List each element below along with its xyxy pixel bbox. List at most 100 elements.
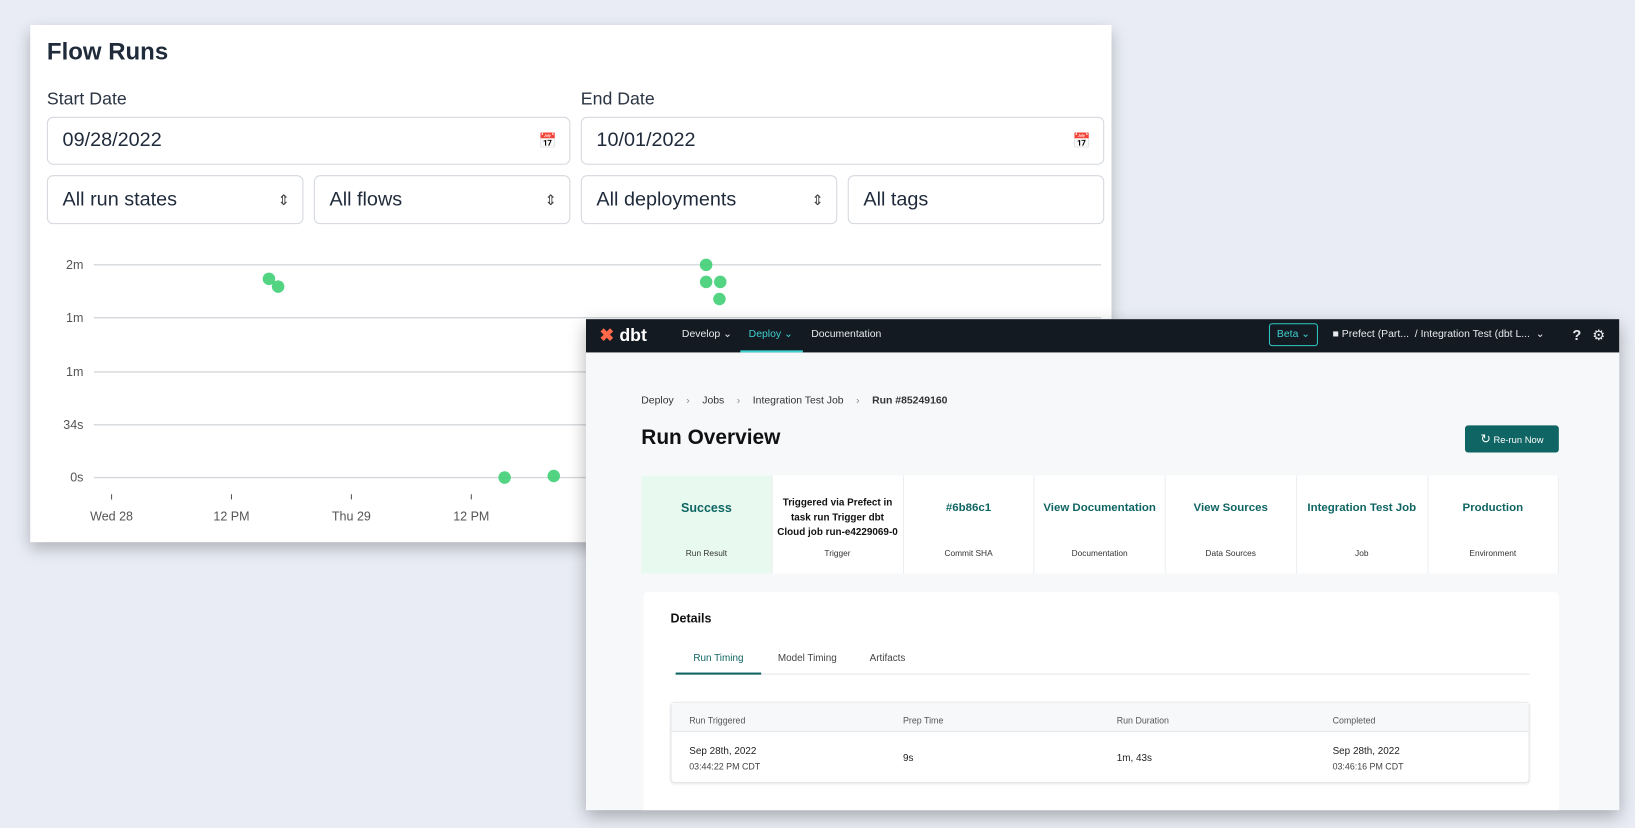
completed-time: 03:46:16 PM CDT	[1332, 761, 1404, 772]
page-title: Flow Runs	[46, 37, 169, 65]
y-tick-label: 0s	[70, 471, 83, 485]
help-icon[interactable]: ?	[1572, 326, 1582, 344]
stat-label: Commit SHA	[944, 548, 993, 558]
beta-label: Beta	[1276, 328, 1299, 340]
run-summary-cards: Success Run Result Triggered via Prefect i…	[641, 475, 1560, 574]
logo-text: dbt	[619, 325, 647, 346]
x-tick-label: 12 PM	[453, 509, 489, 523]
calendar-icon[interactable]: 📅	[538, 131, 557, 149]
dbt-window: ✖ dbt Develop ⌄ Deploy ⌄ Documentation B…	[585, 319, 1620, 811]
select-value: All tags	[863, 188, 929, 211]
top-nav: ✖ dbt Develop ⌄ Deploy ⌄ Documentation B…	[585, 319, 1620, 353]
table-header	[671, 702, 1529, 732]
stat-label: Job	[1355, 548, 1369, 558]
rerun-button[interactable]: ↻ Re-run Now	[1464, 425, 1559, 453]
x-tick-label: Thu 29	[332, 509, 371, 523]
start-date-value: 09/28/2022	[62, 129, 162, 152]
gear-icon[interactable]: ⚙	[1592, 326, 1606, 344]
tags-input[interactable]: All tags	[847, 175, 1105, 225]
stat-label: Run Result	[685, 548, 728, 558]
stat-card[interactable]: View Documentation Documentation	[1034, 475, 1166, 574]
column-header: Completed	[1332, 715, 1376, 726]
flow-select[interactable]: All flows ⇕	[313, 175, 571, 225]
completed-date: Sep 28th, 2022	[1332, 745, 1400, 758]
x-tick-label: Wed 28	[90, 509, 133, 523]
start-date-input[interactable]: 09/28/2022 📅	[46, 116, 571, 165]
chevron-up-down-icon: ⇕	[811, 190, 824, 208]
breadcrumb-deploy[interactable]: Deploy	[641, 395, 674, 407]
end-date-label: End Date	[580, 88, 655, 109]
details-title: Details	[670, 611, 712, 626]
folder-icon: ■	[1332, 328, 1339, 340]
stat-value[interactable]: View Documentation	[1043, 501, 1156, 515]
nav-develop[interactable]: Develop ⌄	[682, 319, 732, 352]
run-triggered-date: Sep 28th, 2022	[689, 745, 757, 758]
stat-card: Success Run Result	[641, 475, 773, 574]
y-tick-label: 34s	[63, 418, 83, 432]
y-tick-label: 1m	[66, 311, 83, 325]
select-value: All deployments	[596, 188, 737, 211]
column-header: Prep Time	[902, 715, 944, 726]
data-point	[714, 275, 727, 289]
stat-value: Triggered via Prefect in task run Trigge…	[777, 497, 898, 539]
x-tick-label: 12 PM	[213, 509, 249, 523]
stat-label: Trigger	[824, 548, 851, 558]
dbt-logo-icon: ✖	[599, 325, 615, 346]
stat-label: Environment	[1469, 548, 1517, 558]
nav-documentation[interactable]: Documentation	[811, 328, 882, 340]
nav-deploy[interactable]: Deploy ⌄	[740, 319, 803, 353]
stat-value[interactable]: Integration Test Job	[1307, 501, 1417, 515]
chevron-up-down-icon: ⇕	[544, 190, 557, 208]
nav-label: Develop	[681, 328, 721, 340]
account-selector[interactable]: ■ Prefect (Part... / Integration Test (d…	[1332, 328, 1545, 340]
run-state-select[interactable]: All run states ⇕	[46, 175, 304, 225]
separator: /	[1414, 328, 1418, 340]
account-name: Prefect (Part...	[1341, 328, 1409, 340]
end-date-input[interactable]: 10/01/2022 📅	[580, 116, 1105, 165]
data-point	[713, 292, 726, 306]
data-point	[699, 275, 713, 289]
prep-time: 9s	[902, 752, 914, 765]
stat-label: Documentation	[1071, 548, 1128, 558]
tab-model-timing[interactable]: Model Timing	[777, 652, 837, 665]
run-timing-table: Run Triggered Prep Time Run Duration Com…	[670, 701, 1530, 784]
run-duration: 1m, 43s	[1116, 752, 1152, 765]
beta-button[interactable]: Beta ⌄	[1268, 323, 1318, 347]
dbt-logo[interactable]: ✖ dbt	[600, 319, 647, 352]
data-point	[498, 471, 511, 484]
start-date-label: Start Date	[46, 88, 127, 109]
breadcrumb-job[interactable]: Integration Test Job	[752, 395, 844, 407]
flow-runs-panel: Flow Runs Start Date 09/28/2022 📅 End Dat…	[30, 25, 1112, 543]
deployment-select[interactable]: All deployments ⇕	[580, 175, 838, 225]
stat-card[interactable]: Production Environment	[1428, 475, 1560, 574]
select-value: All run states	[62, 188, 178, 211]
breadcrumb: Deploy › Jobs › Integration Test Job › Run #85…	[641, 395, 948, 407]
stat-card: Triggered via Prefect in task run Trigge…	[772, 475, 904, 574]
data-point	[271, 280, 285, 293]
data-point	[699, 258, 713, 272]
stat-value[interactable]: View Sources	[1193, 501, 1268, 515]
stat-card[interactable]: Integration Test Job Job	[1297, 475, 1428, 574]
stat-value[interactable]: Production	[1462, 501, 1524, 515]
stat-value[interactable]: #6b86c1	[945, 501, 992, 515]
select-value: All flows	[329, 188, 403, 211]
run-overview-title: Run Overview	[641, 426, 781, 450]
calendar-icon[interactable]: 📅	[1072, 131, 1091, 149]
breadcrumb-run: Run #85249160	[872, 395, 948, 407]
tab-artifacts[interactable]: Artifacts	[869, 652, 906, 665]
stat-value: Success	[681, 500, 732, 516]
column-header: Run Triggered	[689, 715, 746, 726]
refresh-icon: ↻	[1480, 431, 1491, 447]
data-point	[262, 272, 276, 286]
y-tick-label: 2m	[66, 258, 83, 272]
stat-card[interactable]: View Sources Data Sources	[1166, 475, 1297, 574]
stat-label: Data Sources	[1205, 548, 1256, 558]
details-card: Details Run Timing Model Timing Artifact…	[643, 592, 1559, 811]
chevron-down-icon: ⌄	[784, 328, 793, 340]
end-date-value: 10/01/2022	[596, 129, 696, 152]
nav-label: Deploy	[748, 328, 782, 340]
stat-card[interactable]: #6b86c1 Commit SHA	[903, 475, 1035, 574]
project-name: Integration Test (dbt L...	[1420, 328, 1530, 340]
tab-run-timing[interactable]: Run Timing	[675, 653, 762, 675]
breadcrumb-jobs[interactable]: Jobs	[702, 395, 725, 407]
